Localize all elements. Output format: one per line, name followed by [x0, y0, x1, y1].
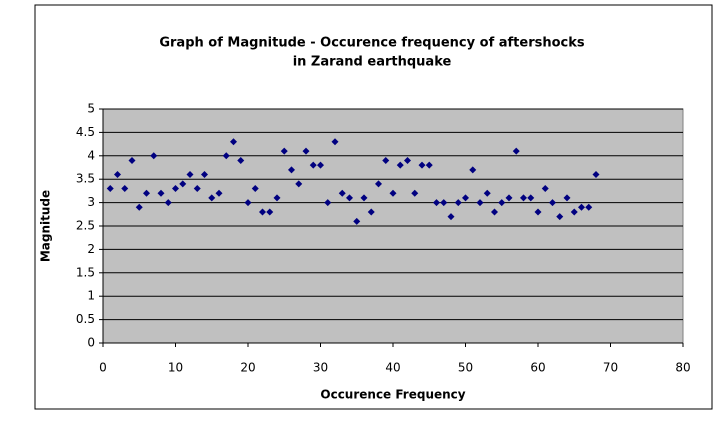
point: [244, 199, 252, 207]
point: [150, 152, 158, 160]
point: [164, 199, 172, 207]
point: [534, 208, 542, 216]
point: [382, 156, 390, 164]
point: [309, 161, 317, 169]
y-tick-label: 3.5: [76, 172, 95, 186]
x-tick-label: 70: [603, 361, 618, 375]
y-tick-label: 4.5: [76, 125, 95, 139]
point: [512, 147, 520, 155]
point: [186, 171, 194, 179]
chart-title: Graph of Magnitude - Occurence frequency…: [159, 36, 585, 51]
point: [302, 147, 310, 155]
x-axis-label: Occurence Frequency: [320, 388, 465, 402]
point: [237, 156, 245, 164]
point: [317, 161, 324, 169]
point: [585, 203, 593, 211]
point: [367, 208, 375, 216]
y-tick-label: 1: [87, 289, 95, 303]
point: [135, 203, 143, 211]
point: [222, 152, 230, 160]
point: [266, 208, 274, 216]
y-tick-label: 2: [87, 242, 95, 256]
point: [483, 189, 491, 197]
y-tick-label: 5: [87, 102, 95, 116]
point: [440, 199, 448, 207]
point: [251, 185, 259, 193]
x-tick-label: 0: [99, 361, 107, 375]
point: [389, 189, 397, 197]
x-tick-label: 30: [313, 361, 328, 375]
y-axis-label: Magnitude: [39, 190, 53, 262]
point: [527, 194, 535, 202]
point: [375, 180, 382, 188]
point: [469, 166, 477, 174]
point: [288, 166, 295, 174]
point: [556, 213, 564, 221]
point: [338, 189, 346, 197]
x-tick-label: 10: [168, 361, 183, 375]
point: [476, 199, 484, 207]
y-tick-label: 0.5: [76, 312, 95, 326]
point: [505, 194, 513, 202]
point: [179, 180, 187, 188]
point: [172, 185, 179, 193]
x-tick-label: 80: [675, 361, 690, 375]
y-tick-label: 1.5: [76, 265, 95, 279]
y-tick-label: 2.5: [76, 219, 95, 233]
point: [520, 194, 527, 202]
y-tick-label: 3: [87, 195, 95, 209]
point: [433, 199, 440, 207]
point: [193, 185, 201, 193]
y-tick-label: 0: [87, 336, 95, 350]
point: [230, 138, 237, 146]
point: [208, 194, 216, 202]
point: [592, 171, 600, 179]
point: [143, 189, 150, 197]
point: [201, 171, 208, 179]
point: [215, 189, 223, 197]
x-tick-label: 60: [530, 361, 545, 375]
x-tick-label: 40: [385, 361, 400, 375]
x-tick-label: 50: [458, 361, 473, 375]
point: [273, 194, 281, 202]
point: [106, 185, 114, 193]
point: [259, 208, 266, 216]
point: [324, 199, 332, 207]
point: [411, 189, 419, 197]
point: [128, 156, 136, 164]
point: [114, 171, 121, 179]
point: [462, 194, 469, 202]
point: [447, 213, 455, 221]
point: [396, 161, 404, 169]
point: [491, 208, 498, 216]
point: [578, 203, 585, 211]
point: [498, 199, 506, 207]
point: [570, 208, 578, 216]
point: [353, 217, 361, 225]
point: [121, 185, 129, 193]
y-tick-label: 4: [87, 148, 95, 162]
point: [454, 199, 462, 207]
point: [425, 161, 433, 169]
point: [295, 180, 303, 188]
point: [280, 147, 288, 155]
point: [157, 189, 165, 197]
point: [549, 199, 556, 207]
chart-title: in Zarand earthquake: [293, 55, 452, 70]
point: [541, 185, 549, 193]
point: [418, 161, 426, 169]
point: [360, 194, 368, 202]
point: [346, 194, 353, 202]
x-tick-label: 20: [240, 361, 255, 375]
point: [331, 138, 339, 146]
point: [404, 156, 411, 164]
point: [563, 194, 571, 202]
